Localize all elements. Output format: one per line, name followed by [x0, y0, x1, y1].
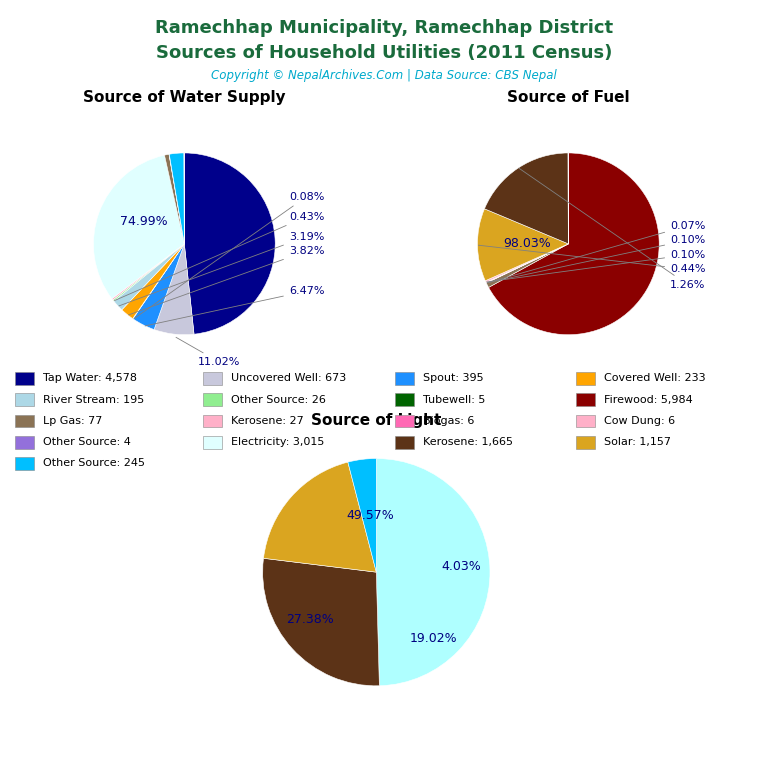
Text: Ramechhap Municipality, Ramechhap District: Ramechhap Municipality, Ramechhap Distri… — [155, 19, 613, 37]
Wedge shape — [263, 462, 376, 572]
Bar — [15, 457, 34, 470]
Bar — [204, 415, 222, 427]
Bar — [15, 436, 34, 449]
Wedge shape — [486, 243, 568, 283]
Text: 1.26%: 1.26% — [519, 168, 706, 290]
Text: 27.38%: 27.38% — [286, 614, 334, 627]
Text: Biogas: 6: Biogas: 6 — [423, 415, 475, 426]
Text: Other Source: 4: Other Source: 4 — [43, 437, 131, 447]
Text: 98.03%: 98.03% — [504, 237, 551, 250]
Text: Cow Dung: 6: Cow Dung: 6 — [604, 415, 675, 426]
Bar — [204, 436, 222, 449]
Text: 11.02%: 11.02% — [176, 337, 240, 367]
Wedge shape — [376, 458, 490, 686]
Text: 6.47%: 6.47% — [145, 286, 324, 326]
Text: 49.57%: 49.57% — [347, 509, 395, 521]
Bar — [396, 415, 414, 427]
Text: Other Source: 245: Other Source: 245 — [43, 458, 145, 468]
Bar — [576, 393, 594, 406]
Wedge shape — [94, 155, 184, 299]
Text: Uncovered Well: 673: Uncovered Well: 673 — [231, 373, 346, 383]
Text: 0.43%: 0.43% — [114, 211, 324, 300]
Bar — [576, 436, 594, 449]
Bar — [396, 436, 414, 449]
Wedge shape — [133, 243, 184, 329]
Wedge shape — [164, 154, 184, 243]
Bar — [396, 372, 414, 385]
Wedge shape — [122, 243, 184, 319]
Wedge shape — [486, 243, 568, 287]
Bar — [204, 393, 222, 406]
Text: Kerosene: 1,665: Kerosene: 1,665 — [423, 437, 513, 447]
Wedge shape — [478, 209, 568, 281]
Wedge shape — [113, 243, 184, 301]
Text: Copyright © NepalArchives.Com | Data Source: CBS Nepal: Copyright © NepalArchives.Com | Data Sou… — [211, 69, 557, 82]
Text: Tubewell: 5: Tubewell: 5 — [423, 395, 485, 405]
Text: 19.02%: 19.02% — [409, 631, 457, 644]
Text: River Stream: 195: River Stream: 195 — [43, 395, 144, 405]
Bar — [576, 415, 594, 427]
Bar — [15, 393, 34, 406]
Title: Source of Fuel: Source of Fuel — [507, 90, 630, 105]
Wedge shape — [114, 243, 184, 310]
Wedge shape — [184, 153, 275, 334]
Wedge shape — [485, 243, 568, 283]
Wedge shape — [485, 153, 568, 243]
Bar — [396, 393, 414, 406]
Bar — [15, 372, 34, 385]
Text: Covered Well: 233: Covered Well: 233 — [604, 373, 705, 383]
Text: 0.44%: 0.44% — [478, 245, 706, 274]
Text: 0.08%: 0.08% — [134, 191, 324, 319]
Text: Spout: 395: Spout: 395 — [423, 373, 484, 383]
Text: Firewood: 5,984: Firewood: 5,984 — [604, 395, 693, 405]
Text: Solar: 1,157: Solar: 1,157 — [604, 437, 670, 447]
Text: Kerosene: 27: Kerosene: 27 — [231, 415, 304, 426]
Text: Lp Gas: 77: Lp Gas: 77 — [43, 415, 102, 426]
Bar — [204, 372, 222, 385]
Text: Sources of Household Utilities (2011 Census): Sources of Household Utilities (2011 Cen… — [156, 44, 612, 61]
Bar — [15, 415, 34, 427]
Text: 3.19%: 3.19% — [119, 232, 324, 306]
Text: 0.10%: 0.10% — [487, 235, 705, 283]
Text: 4.03%: 4.03% — [442, 560, 482, 573]
Text: Tap Water: 4,578: Tap Water: 4,578 — [43, 373, 137, 383]
Wedge shape — [488, 153, 659, 335]
Wedge shape — [133, 243, 184, 319]
Wedge shape — [486, 243, 568, 283]
Text: 3.82%: 3.82% — [128, 246, 324, 315]
Bar — [576, 372, 594, 385]
Text: 0.10%: 0.10% — [487, 250, 705, 282]
Text: 0.07%: 0.07% — [487, 220, 706, 283]
Wedge shape — [169, 154, 184, 243]
Wedge shape — [348, 458, 376, 572]
Text: Other Source: 26: Other Source: 26 — [231, 395, 326, 405]
Wedge shape — [154, 243, 194, 335]
Wedge shape — [169, 153, 184, 243]
Title: Source of Light: Source of Light — [311, 412, 442, 428]
Title: Source of Water Supply: Source of Water Supply — [83, 90, 286, 105]
Text: 74.99%: 74.99% — [120, 214, 167, 227]
Wedge shape — [263, 558, 379, 686]
Wedge shape — [112, 243, 184, 300]
Text: Electricity: 3,015: Electricity: 3,015 — [231, 437, 325, 447]
